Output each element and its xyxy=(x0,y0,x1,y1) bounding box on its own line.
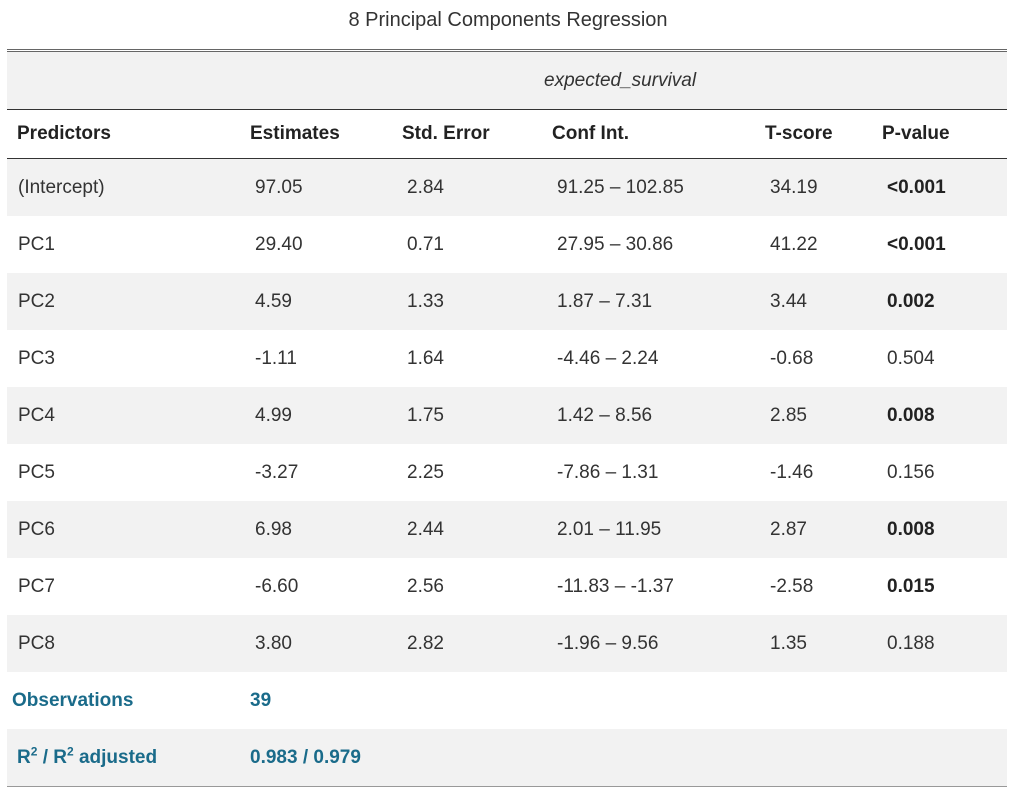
std-error-cell: 2.82 xyxy=(402,615,552,672)
std-error-cell: 1.64 xyxy=(407,347,444,369)
predictor-cell: PC7 xyxy=(18,575,55,597)
t-score-cell: -0.68 xyxy=(770,347,814,369)
p-value-cell: 0.015 xyxy=(887,575,935,597)
t-score-cell: -2.58 xyxy=(770,575,814,597)
r-squared-row: R2 / R2 adjusted 0.983 / 0.979 xyxy=(7,729,1008,787)
r-squared-label: R2 / R2 adjusted xyxy=(7,729,250,787)
conf-int-cell: 27.95 – 30.86 xyxy=(557,233,674,255)
conf-int-cell: 1.42 – 8.56 xyxy=(552,387,765,444)
t-score-cell: 1.35 xyxy=(765,615,882,672)
predictor-cell: PC4 xyxy=(7,387,250,444)
p-value-cell: 0.188 xyxy=(882,615,1008,672)
std-error-cell: 2.25 xyxy=(407,461,444,483)
t-score-cell: -1.46 xyxy=(770,461,814,483)
predictor-cell: PC8 xyxy=(7,615,250,672)
estimate-cell: 6.98 xyxy=(250,501,402,558)
regression-table: expected_survival Predictors Estimates S… xyxy=(7,49,1008,787)
p-value-cell: 0.002 xyxy=(882,273,1008,330)
conf-int-cell: -4.46 – 2.24 xyxy=(557,347,659,369)
p-value-cell: <0.001 xyxy=(882,158,1008,216)
header-estimates: Estimates xyxy=(250,109,402,159)
std-error-cell: 0.71 xyxy=(407,233,444,255)
predictor-cell: PC2 xyxy=(7,273,250,330)
t-score-cell: 2.85 xyxy=(765,387,882,444)
observations-label: Observations xyxy=(12,689,134,711)
estimate-cell: 4.99 xyxy=(250,387,402,444)
predictor-cell: PC3 xyxy=(18,347,55,369)
header-conf-int: Conf Int. xyxy=(552,109,765,159)
conf-int-cell: -11.83 – -1.37 xyxy=(557,575,674,597)
p-value-cell: <0.001 xyxy=(887,233,946,255)
p-value-cell: 0.156 xyxy=(887,461,935,483)
header-p-value: P-value xyxy=(882,109,1008,159)
conf-int-cell: 91.25 – 102.85 xyxy=(552,158,765,216)
t-score-cell: 2.87 xyxy=(765,501,882,558)
table-row: PC4 4.99 1.75 1.42 – 8.56 2.85 0.008 xyxy=(7,387,1008,444)
estimate-cell: 97.05 xyxy=(250,158,402,216)
table-row: PC6 6.98 2.44 2.01 – 11.95 2.87 0.008 xyxy=(7,501,1008,558)
conf-int-cell: -1.96 – 9.56 xyxy=(552,615,765,672)
estimate-cell: 4.59 xyxy=(250,273,402,330)
estimate-cell: -6.60 xyxy=(255,575,299,597)
dependent-variable-row: expected_survival xyxy=(7,49,1008,110)
r-squared-value: 0.983 / 0.979 xyxy=(250,729,402,787)
table-row: PC5 -3.27 2.25 -7.86 – 1.31 -1.46 0.156 xyxy=(7,444,1007,501)
observations-value: 39 xyxy=(250,689,272,711)
conf-int-cell: 1.87 – 7.31 xyxy=(552,273,765,330)
dependent-variable-label: expected_survival xyxy=(7,49,1008,110)
header-predictors: Predictors xyxy=(7,109,250,159)
table-row: PC3 -1.11 1.64 -4.46 – 2.24 -0.68 0.504 xyxy=(7,330,1007,387)
p-value-cell: 0.008 xyxy=(882,387,1008,444)
estimate-cell: 29.40 xyxy=(255,233,303,255)
conf-int-cell: -7.86 – 1.31 xyxy=(557,461,659,483)
table-row: PC1 29.40 0.71 27.95 – 30.86 41.22 <0.001 xyxy=(7,216,1007,273)
conf-int-cell: 2.01 – 11.95 xyxy=(552,501,765,558)
std-error-cell: 2.84 xyxy=(402,158,552,216)
estimate-cell: -3.27 xyxy=(255,461,299,483)
t-score-cell: 41.22 xyxy=(770,233,818,255)
predictor-cell: PC1 xyxy=(18,233,55,255)
p-value-cell: 0.008 xyxy=(882,501,1008,558)
table-row: PC7 -6.60 2.56 -11.83 – -1.37 -2.58 0.015 xyxy=(7,558,1007,615)
observations-row: Observations 39 xyxy=(7,672,1007,729)
p-value-cell: 0.504 xyxy=(887,347,935,369)
std-error-cell: 2.44 xyxy=(402,501,552,558)
table-caption: 8 Principal Components Regression xyxy=(348,9,668,31)
table-body: (Intercept) 97.05 2.84 91.25 – 102.85 34.19 <… xyxy=(7,158,1008,672)
predictor-cell: PC6 xyxy=(7,501,250,558)
header-t-score: T-score xyxy=(765,109,882,159)
estimate-cell: -1.11 xyxy=(255,347,297,369)
t-score-cell: 3.44 xyxy=(765,273,882,330)
table-row: PC8 3.80 2.82 -1.96 – 9.56 1.35 0.188 xyxy=(7,615,1008,672)
table-row: (Intercept) 97.05 2.84 91.25 – 102.85 34.19 <… xyxy=(7,158,1008,216)
estimate-cell: 3.80 xyxy=(250,615,402,672)
std-error-cell: 1.75 xyxy=(402,387,552,444)
predictor-cell: (Intercept) xyxy=(7,158,250,216)
std-error-cell: 1.33 xyxy=(402,273,552,330)
header-row: Predictors Estimates Std. Error Conf Int… xyxy=(7,109,1008,159)
predictor-cell: PC5 xyxy=(18,461,55,483)
std-error-cell: 2.56 xyxy=(407,575,444,597)
t-score-cell: 34.19 xyxy=(765,158,882,216)
header-std-error: Std. Error xyxy=(402,109,552,159)
table-row: PC2 4.59 1.33 1.87 – 7.31 3.44 0.002 xyxy=(7,273,1008,330)
